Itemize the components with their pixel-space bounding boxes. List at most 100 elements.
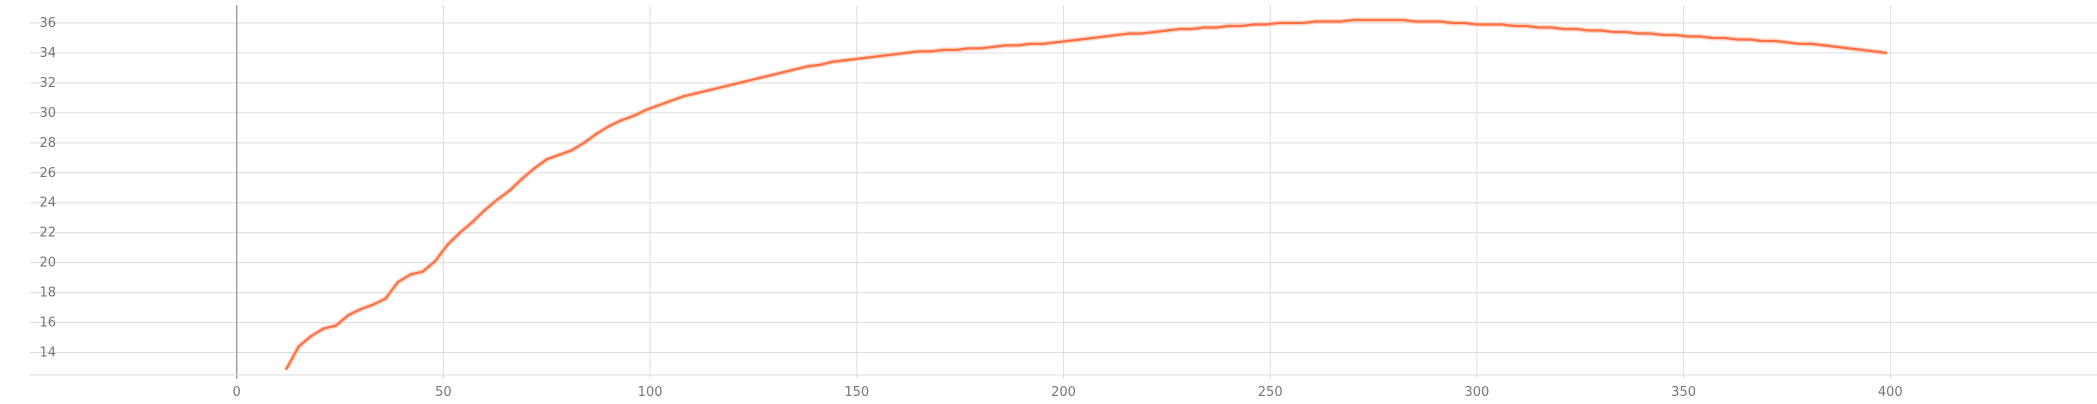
data-point: [1215, 26, 1218, 29]
data-point: [1029, 42, 1032, 46]
data-point: [1661, 33, 1665, 37]
data-point: [1091, 36, 1094, 40]
data-point: [1500, 23, 1503, 26]
data-point: [1860, 48, 1863, 52]
data-point: [1884, 51, 1888, 55]
data-point: [1525, 24, 1528, 28]
data-point: [942, 48, 945, 52]
data-point: [793, 68, 796, 71]
series-line: [285, 18, 1887, 370]
data-point: [1587, 29, 1590, 32]
data-point: [1748, 38, 1751, 41]
x-tick-label: 200: [1051, 385, 1076, 400]
data-point: [632, 114, 635, 118]
data-point: [545, 158, 548, 161]
data-point: [905, 51, 908, 55]
data-point: [1723, 36, 1727, 40]
data-point: [1289, 21, 1293, 25]
data-point: [1711, 36, 1714, 40]
data-point: [1388, 18, 1392, 22]
data-point: [520, 177, 524, 180]
data-point: [830, 60, 834, 64]
data-point: [657, 104, 660, 107]
data-point: [371, 303, 375, 306]
data-point: [855, 57, 858, 61]
data-point: [1550, 26, 1553, 29]
data-point: [805, 65, 809, 68]
x-tick-label: 50: [435, 385, 452, 400]
data-point: [880, 54, 883, 58]
data-point: [719, 86, 722, 89]
data-point: [1785, 41, 1789, 44]
data-point: [1686, 35, 1689, 38]
data-point: [359, 307, 362, 311]
data-point: [1103, 35, 1107, 38]
x-tick-label: 250: [1258, 385, 1283, 400]
data-point: [669, 99, 672, 103]
y-tick-label: 30: [39, 106, 56, 121]
data-point: [471, 221, 474, 224]
data-point: [322, 327, 325, 330]
data-point: [1277, 21, 1280, 25]
data-point: [1202, 26, 1206, 29]
data-point: [706, 89, 710, 92]
data-point: [756, 77, 759, 80]
data-point: [458, 231, 462, 234]
data-point: [1835, 45, 1838, 49]
data-point: [979, 47, 983, 50]
data-point: [1264, 23, 1268, 26]
data-point: [607, 125, 610, 128]
data-point: [1512, 24, 1516, 28]
data-point: [1463, 21, 1466, 25]
data-point: [1240, 24, 1243, 28]
data-point: [1364, 18, 1367, 22]
data-point: [1190, 27, 1193, 31]
data-point: [1054, 41, 1057, 44]
y-tick-label: 36: [39, 16, 56, 31]
x-tick-label: 400: [1878, 385, 1903, 400]
data-point: [582, 141, 586, 145]
data-point: [409, 273, 412, 276]
data-point: [843, 59, 846, 62]
data-point: [495, 198, 499, 201]
tick-label-layer: 14 16 18 20 22 24 26 28 30 32 34 36 0 50 100 150 200 250 3…: [39, 16, 1902, 400]
data-point: [1810, 42, 1813, 46]
data-point: [1760, 39, 1764, 43]
data-point: [1401, 18, 1404, 22]
data-point: [1537, 26, 1541, 29]
data-point: [954, 48, 958, 52]
x-tick-label: 300: [1464, 385, 1489, 400]
data-point: [347, 313, 350, 317]
data-point: [768, 74, 772, 77]
data-point: [1574, 27, 1578, 31]
data-point: [1153, 30, 1156, 34]
data-point: [930, 50, 933, 53]
data-point: [1339, 20, 1342, 23]
data-point: [781, 71, 784, 74]
y-tick-label: 34: [39, 46, 56, 61]
data-point: [1041, 42, 1045, 46]
data-point: [1016, 44, 1020, 47]
x-tick-label: 0: [233, 385, 241, 400]
data-point: [1326, 20, 1330, 23]
data-point: [1426, 20, 1429, 23]
data-point: [743, 80, 747, 83]
data-point: [1636, 32, 1640, 35]
data-point: [1822, 44, 1826, 47]
data-point: [992, 45, 995, 49]
data-point: [1128, 32, 1131, 35]
series-layer: [284, 17, 1888, 371]
data-point: [1773, 39, 1776, 43]
data-point: [396, 280, 400, 284]
data-point: [1599, 29, 1603, 32]
data-point: [1078, 38, 1082, 41]
data-point: [967, 47, 970, 50]
data-point: [1252, 23, 1255, 26]
data-point: [1698, 35, 1702, 38]
data-point: [1872, 50, 1875, 53]
data-point: [1475, 23, 1479, 26]
data-point: [1847, 47, 1851, 50]
data-point: [818, 63, 821, 67]
data-point: [297, 345, 300, 348]
